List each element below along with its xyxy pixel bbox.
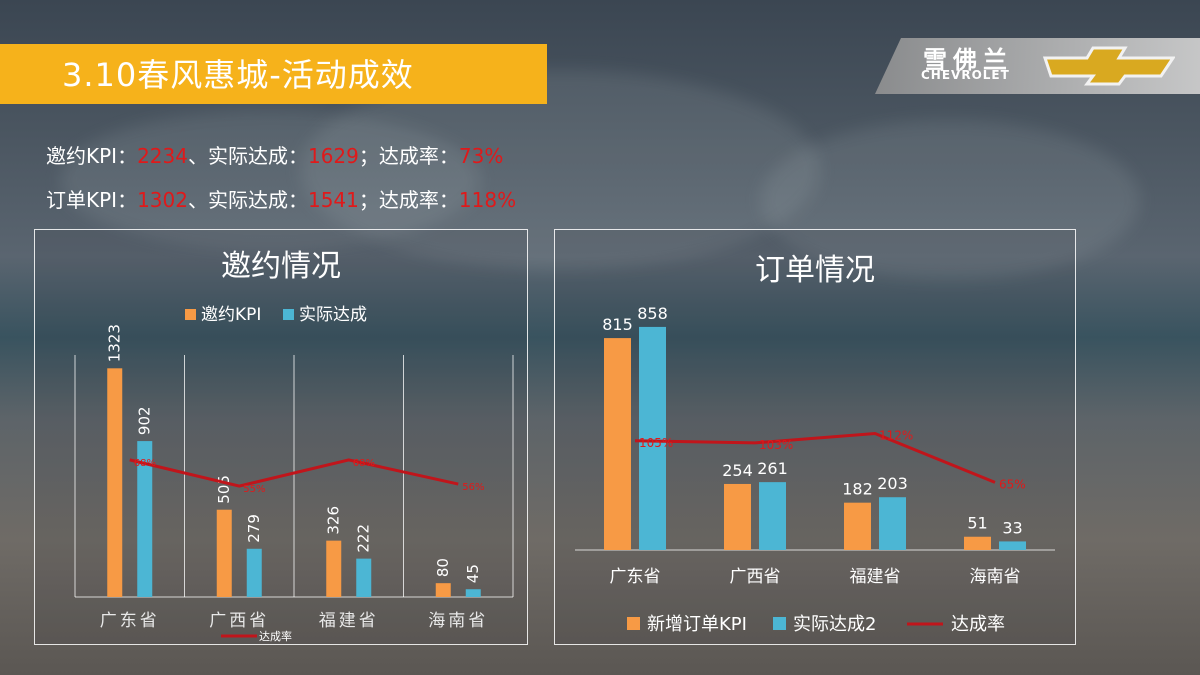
- legend-label: 实际达成2: [793, 614, 876, 635]
- bar-实际达成2: [999, 541, 1026, 550]
- rate-data-label: 105%: [639, 436, 673, 450]
- bar-data-label: 1323: [106, 324, 124, 362]
- legend-swatch: [283, 309, 294, 320]
- logo-en-text: CHEVROLET: [921, 68, 1010, 82]
- bar-data-label: 182: [842, 480, 873, 499]
- bar-data-label: 858: [637, 304, 668, 323]
- logo-cn-text: 雪佛兰: [923, 46, 1013, 74]
- bar-data-label: 254: [722, 461, 753, 480]
- rate-data-label: 55%: [243, 484, 265, 495]
- bar-data-label: 815: [602, 315, 633, 334]
- legend-swatch: [773, 617, 786, 630]
- category-label: 福建省: [850, 567, 901, 587]
- chart-title: 订单情况: [755, 253, 875, 288]
- legend-label: 实际达成: [299, 305, 367, 325]
- legend-label: 邀约KPI: [201, 305, 261, 325]
- bar-实际达成: [465, 589, 481, 597]
- category-label: 广西省: [730, 567, 781, 587]
- category-label: 海南省: [970, 567, 1021, 587]
- invite-rate-label: ；达成率：: [358, 144, 459, 168]
- bar-邀约KPI: [435, 583, 451, 597]
- bar-data-label: 261: [757, 459, 788, 478]
- legend-label: 新增订单KPI: [647, 614, 747, 635]
- rate-line: [634, 431, 996, 484]
- category-label: 海南省: [428, 611, 488, 631]
- bar-data-label: 279: [245, 514, 263, 543]
- title-banner: 3.10春风惠城-活动成效: [0, 44, 547, 104]
- bar-data-label: 45: [464, 564, 482, 583]
- legend-label: 达成率: [259, 629, 292, 643]
- bar-新增订单KPI: [724, 483, 751, 550]
- rate-data-label: 103%: [759, 438, 793, 452]
- chart-title: 邀约情况: [221, 249, 341, 284]
- chevrolet-logo: 雪佛兰 CHEVROLET: [875, 38, 1200, 94]
- order-actual-label: 、实际达成：: [187, 188, 308, 212]
- invite-kpi-label: 邀约KPI：: [46, 144, 138, 168]
- invite-summary: 邀约KPI：2234、实际达成：1629；达成率：73%: [46, 140, 503, 169]
- order-kpi-label: 订单KPI：: [46, 188, 138, 212]
- bar-data-label: 902: [136, 406, 154, 435]
- bar-邀约KPI: [107, 368, 123, 597]
- bar-data-label: 222: [355, 524, 373, 553]
- order-rate-value: 118%: [458, 188, 517, 212]
- rate-data-label: 112%: [879, 429, 913, 443]
- order-kpi-value: 1302: [137, 188, 188, 212]
- bar-实际达成: [137, 441, 153, 597]
- bowtie-icon: [1043, 46, 1175, 86]
- invite-actual-value: 1629: [307, 144, 359, 168]
- bar-实际达成2: [879, 497, 906, 550]
- bar-实际达成2: [759, 482, 786, 550]
- bar-邀约KPI: [216, 509, 232, 597]
- rate-data-label: 56%: [462, 482, 484, 493]
- category-label: 广东省: [100, 611, 160, 631]
- order-actual-value: 1541: [307, 188, 359, 212]
- bar-data-label: 51: [967, 514, 987, 533]
- bar-新增订单KPI: [604, 338, 631, 550]
- bar-data-label: 505: [215, 475, 233, 504]
- bar-实际达成: [356, 558, 372, 597]
- rate-data-label: 68%: [134, 458, 156, 469]
- bar-data-label: 80: [434, 558, 452, 577]
- bar-邀约KPI: [326, 540, 342, 597]
- bar-data-label: 203: [877, 474, 908, 493]
- legend-label: 达成率: [951, 614, 1005, 635]
- order-chart-panel: 订单情况 815 254 182 51 858 261 203 33 广东省 广西省 福建省 海南省 10…: [554, 229, 1076, 645]
- invite-chart: 邀约情况 1323 505 326 80 902 279 222 45 广东省 广西省 福建省 海南省 6…: [74, 249, 514, 643]
- background-cloud: [760, 120, 1140, 280]
- order-summary: 订单KPI：1302、实际达成：1541；达成率：118%: [46, 184, 516, 213]
- invite-actual-label: 、实际达成：: [187, 144, 308, 168]
- background-cloud: [60, 110, 480, 250]
- bar-实际达成2: [639, 326, 666, 550]
- invite-kpi-value: 2234: [137, 144, 188, 168]
- rate-data-label: 65%: [999, 477, 1026, 491]
- category-label: 广东省: [610, 567, 661, 587]
- slide-title: 3.10春风惠城-活动成效: [62, 56, 414, 94]
- bar-实际达成: [246, 548, 262, 597]
- bar-新增订单KPI: [964, 536, 991, 550]
- category-label: 福建省: [319, 611, 379, 631]
- bar-data-label: 326: [325, 506, 343, 535]
- rate-line: [129, 458, 459, 488]
- legend-swatch: [185, 309, 196, 320]
- rate-data-label: 68%: [353, 458, 375, 469]
- bar-新增订单KPI: [844, 502, 871, 550]
- legend-swatch: [627, 617, 640, 630]
- order-rate-label: ；达成率：: [358, 188, 459, 212]
- order-chart: 订单情况 815 254 182 51 858 261 203 33 广东省 广西省 福建省 海南省 10…: [575, 253, 1055, 635]
- category-label: 广西省: [209, 611, 269, 631]
- bar-data-label: 33: [1002, 518, 1022, 537]
- invite-chart-panel: 邀约情况 1323 505 326 80 902 279 222 45 广东省 广西省 福建省 海南省 6…: [34, 229, 528, 645]
- invite-rate-value: 73%: [458, 144, 504, 168]
